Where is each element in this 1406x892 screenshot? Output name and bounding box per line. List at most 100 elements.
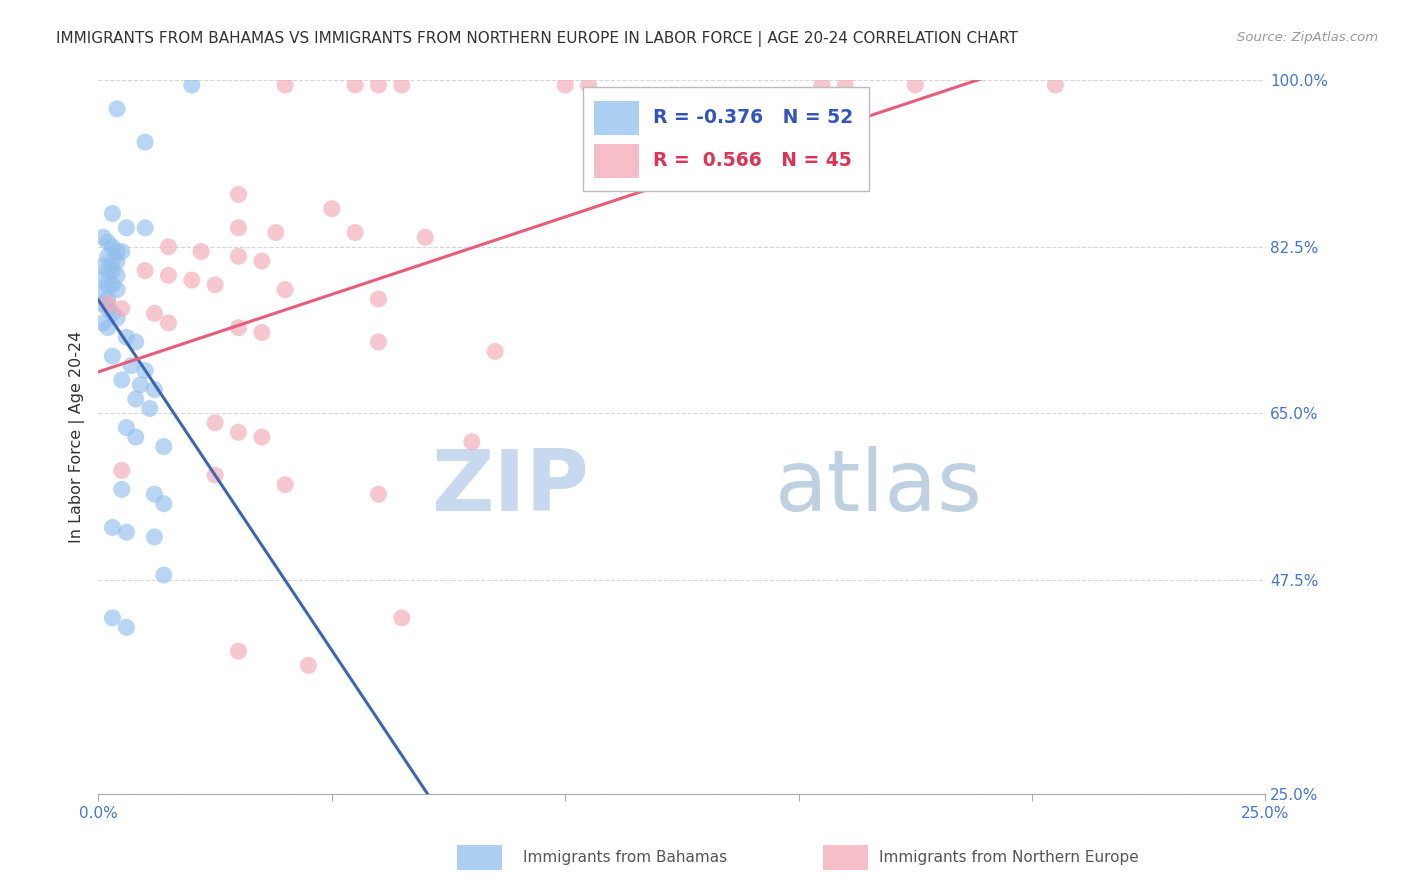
Point: [190, 244, 212, 259]
Point: [1045, 78, 1067, 92]
Point: [834, 78, 856, 92]
Point: [180, 273, 202, 287]
Text: IMMIGRANTS FROM BAHAMAS VS IMMIGRANTS FROM NORTHERN EUROPE IN LABOR FORCE | AGE : IMMIGRANTS FROM BAHAMAS VS IMMIGRANTS FR…: [56, 31, 1018, 47]
Point: [157, 240, 180, 254]
Point: [129, 377, 152, 392]
Point: [391, 611, 413, 625]
Point: [367, 78, 389, 92]
Point: [228, 425, 250, 440]
Point: [413, 230, 436, 244]
Point: [143, 306, 166, 320]
Point: [228, 249, 250, 263]
Point: [274, 78, 297, 92]
Point: [904, 78, 927, 92]
Point: [91, 316, 114, 330]
Point: [143, 487, 166, 501]
Point: [105, 102, 128, 116]
Point: [97, 292, 120, 306]
Point: [125, 392, 148, 406]
Point: [111, 244, 134, 259]
Point: [91, 297, 114, 311]
Point: [97, 263, 120, 277]
Point: [101, 254, 124, 268]
Text: Source: ZipAtlas.com: Source: ZipAtlas.com: [1237, 31, 1378, 45]
Text: R =  0.566   N = 45: R = 0.566 N = 45: [652, 152, 852, 170]
Point: [97, 249, 120, 263]
FancyBboxPatch shape: [582, 87, 869, 191]
Point: [105, 268, 128, 283]
Point: [97, 297, 120, 311]
Point: [250, 326, 273, 340]
Point: [228, 320, 250, 334]
Point: [101, 611, 124, 625]
Point: [134, 363, 156, 377]
Point: [115, 220, 138, 235]
Point: [125, 430, 148, 444]
Point: [321, 202, 343, 216]
Point: [101, 520, 124, 534]
Point: [344, 78, 367, 92]
Point: [204, 277, 226, 292]
Point: [578, 78, 600, 92]
Point: [120, 359, 142, 373]
Point: [115, 620, 138, 634]
FancyBboxPatch shape: [595, 101, 638, 136]
Point: [105, 244, 128, 259]
Point: [97, 320, 120, 334]
Text: R = -0.376   N = 52: R = -0.376 N = 52: [652, 108, 853, 127]
Point: [204, 416, 226, 430]
Point: [204, 468, 226, 483]
Text: Immigrants from Bahamas: Immigrants from Bahamas: [523, 850, 727, 864]
Point: [297, 658, 319, 673]
Point: [101, 240, 124, 254]
Point: [461, 434, 484, 449]
Point: [228, 644, 250, 658]
Point: [101, 206, 124, 220]
Point: [228, 187, 250, 202]
Text: Immigrants from Northern Europe: Immigrants from Northern Europe: [879, 850, 1139, 864]
Point: [111, 373, 134, 387]
Point: [111, 463, 134, 477]
FancyBboxPatch shape: [595, 144, 638, 178]
Point: [484, 344, 506, 359]
Point: [91, 287, 114, 301]
Point: [134, 263, 156, 277]
Point: [367, 292, 389, 306]
Text: atlas: atlas: [775, 445, 983, 529]
Point: [134, 135, 156, 149]
Point: [91, 230, 114, 244]
Point: [111, 301, 134, 316]
Point: [105, 311, 128, 326]
Point: [115, 525, 138, 540]
Point: [250, 430, 273, 444]
Point: [274, 477, 297, 491]
Point: [152, 440, 174, 454]
Point: [115, 420, 138, 434]
Point: [101, 263, 124, 277]
Point: [101, 349, 124, 363]
Point: [91, 273, 114, 287]
Text: ZIP: ZIP: [430, 445, 589, 529]
Point: [152, 497, 174, 511]
Point: [134, 220, 156, 235]
Point: [811, 78, 834, 92]
Point: [125, 334, 148, 349]
Point: [143, 383, 166, 397]
Point: [250, 254, 273, 268]
Point: [180, 78, 202, 92]
Point: [157, 268, 180, 283]
Point: [143, 530, 166, 544]
Point: [274, 283, 297, 297]
Point: [367, 487, 389, 501]
Point: [115, 330, 138, 344]
Point: [157, 316, 180, 330]
Point: [554, 78, 576, 92]
Point: [105, 283, 128, 297]
Point: [152, 568, 174, 582]
Point: [344, 226, 367, 240]
Point: [101, 277, 124, 292]
Point: [91, 259, 114, 273]
Point: [264, 226, 287, 240]
Point: [139, 401, 162, 416]
Point: [391, 78, 413, 92]
